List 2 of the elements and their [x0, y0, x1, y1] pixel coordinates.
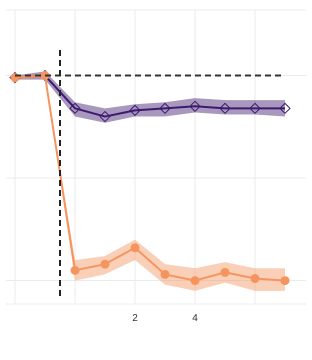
x-tick-label: 4	[192, 312, 198, 324]
x-tick-label: 2	[132, 312, 138, 324]
